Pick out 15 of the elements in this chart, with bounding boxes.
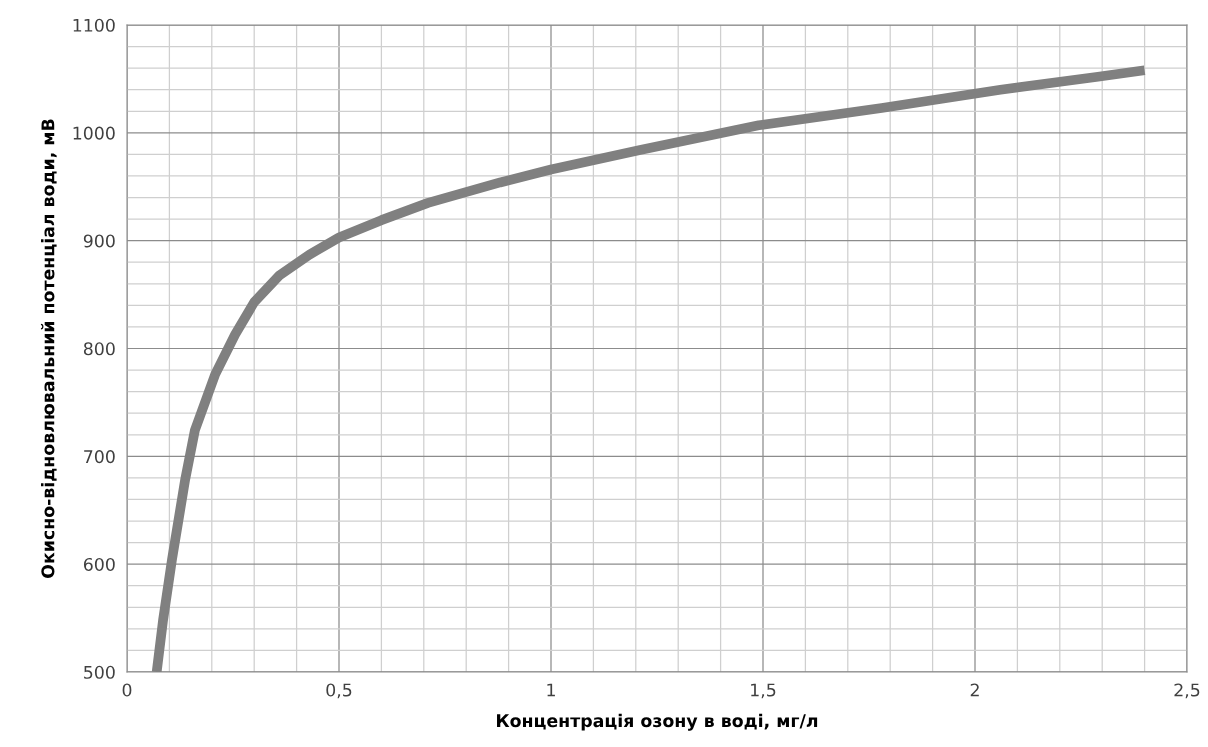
x-tick-label: 0,5	[326, 683, 352, 699]
y-tick-label: 1100	[73, 18, 115, 32]
x-tick-label: 1	[547, 683, 555, 697]
y-tick-label: 700	[84, 450, 115, 464]
y-tick-label: 1000	[73, 126, 115, 140]
x-tick-label: 0	[122, 683, 132, 697]
x-tick-label: 2	[970, 683, 979, 697]
y-tick-label: 500	[84, 665, 115, 679]
y-tick-label: 800	[83, 342, 115, 356]
x-axis-title: Концентрація озону в воді, мг/л	[497, 713, 818, 731]
x-tick-label: 1,5	[751, 683, 776, 699]
x-tick-label: 2,5	[1174, 683, 1200, 699]
y-tick-label: 900	[83, 234, 115, 248]
y-axis-title: Окисно-відновлювальний потенціал води, мВ	[40, 119, 57, 578]
y-tick-label: 600	[83, 557, 115, 572]
